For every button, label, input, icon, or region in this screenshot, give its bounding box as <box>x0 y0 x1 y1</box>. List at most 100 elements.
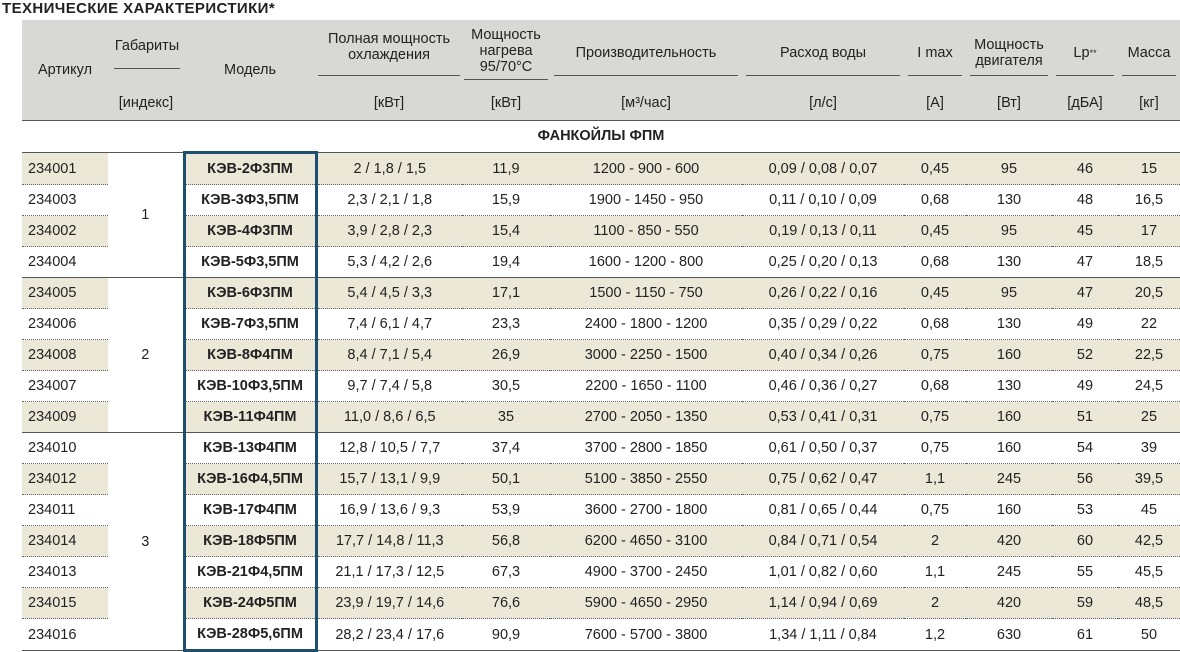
unit-mass: [кг] <box>1118 86 1180 121</box>
cell-motor: 95 <box>966 215 1052 247</box>
cell-model: КЭВ-28Ф5,6ПМ <box>182 618 318 652</box>
table-row: 234004 КЭВ-5Ф3,5ПМ 5,3 / 4,2 / 2,6 19,4 1600… <box>22 246 1180 278</box>
cell-imax: 0,45 <box>904 215 966 247</box>
cell-model: КЭВ-21Ф4,5ПМ <box>182 556 318 588</box>
cell-water: 1,01 / 0,82 / 0,60 <box>742 556 904 588</box>
header-heating-line1: Мощность <box>471 26 541 43</box>
header-heating-line2: нагрева <box>479 42 533 59</box>
cell-mass: 24,5 <box>1118 370 1180 402</box>
cell-motor: 130 <box>966 246 1052 278</box>
cell-airflow: 1600 - 1200 - 800 <box>550 246 742 278</box>
cell-water: 0,35 / 0,29 / 0,22 <box>742 308 904 340</box>
cell-lp: 51 <box>1052 401 1118 433</box>
cell-size-index: 3 <box>108 432 184 651</box>
cell-water: 0,46 / 0,36 / 0,27 <box>742 370 904 402</box>
cell-airflow: 2400 - 1800 - 1200 <box>550 308 742 340</box>
header-airflow-label: Производительность <box>554 31 738 76</box>
unit-motor: [Вт] <box>966 86 1052 121</box>
cell-airflow: 3600 - 2700 - 1800 <box>550 494 742 526</box>
cell-airflow: 3000 - 2250 - 1500 <box>550 339 742 371</box>
cell-motor: 630 <box>966 618 1052 651</box>
cell-airflow: 5100 - 3850 - 2550 <box>550 463 742 495</box>
header-cooling-label: Полная мощность охлаждения <box>318 31 460 76</box>
cell-cooling: 12,8 / 10,5 / 7,7 <box>316 432 462 464</box>
cell-lp: 56 <box>1052 463 1118 495</box>
cell-water: 1,14 / 0,94 / 0,69 <box>742 587 904 619</box>
cell-lp: 45 <box>1052 215 1118 247</box>
table-row: 234001 1 КЭВ-2Ф3ПМ 2 / 1,8 / 1,5 11,9 1200 - … <box>22 151 1180 278</box>
unit-heating: [кВт] <box>462 86 550 121</box>
cell-model: КЭВ-17Ф4ПМ <box>182 494 318 526</box>
cell-airflow: 1500 - 1150 - 750 <box>550 277 742 309</box>
cell-lp: 60 <box>1052 525 1118 557</box>
header-imax-label: I max <box>908 31 962 76</box>
cell-imax: 1,1 <box>904 463 966 495</box>
cell-cooling: 5,4 / 4,5 / 3,3 <box>316 277 462 309</box>
cell-mass: 45,5 <box>1118 556 1180 588</box>
cell-article: 234012 <box>22 463 108 495</box>
cell-motor: 245 <box>966 463 1052 495</box>
cell-airflow: 2700 - 2050 - 1350 <box>550 401 742 433</box>
cell-airflow: 7600 - 5700 - 3800 <box>550 618 742 651</box>
cell-water: 0,25 / 0,20 / 0,13 <box>742 246 904 278</box>
cell-model: КЭВ-6Ф3ПМ <box>182 277 318 309</box>
cell-lp: 52 <box>1052 339 1118 371</box>
cell-article: 234007 <box>22 370 108 402</box>
cell-lp: 55 <box>1052 556 1118 588</box>
cell-article: 234010 <box>22 432 108 464</box>
header-cooling: Полная мощность охлаждения <box>316 20 462 86</box>
header-mass: Масса <box>1118 20 1180 86</box>
unit-lp: [дБА] <box>1052 86 1118 121</box>
cell-model: КЭВ-4Ф3ПМ <box>182 215 318 247</box>
cell-imax: 2 <box>904 525 966 557</box>
cell-article: 234008 <box>22 339 108 371</box>
cell-heating: 53,9 <box>462 494 550 526</box>
cell-article: 234005 <box>22 277 108 309</box>
cell-article: 234002 <box>22 215 108 247</box>
table-row: 234011 КЭВ-17Ф4ПМ 16,9 / 13,6 / 9,3 53,9 360… <box>22 494 1180 526</box>
cell-imax: 0,45 <box>904 277 966 309</box>
cell-mass: 17 <box>1118 215 1180 247</box>
cell-size-index: 2 <box>108 277 184 433</box>
cell-mass: 39 <box>1118 432 1180 464</box>
cell-water: 0,75 / 0,62 / 0,47 <box>742 463 904 495</box>
cell-article: 234004 <box>22 246 108 278</box>
header-water: Расход воды <box>742 20 904 86</box>
cell-article: 234003 <box>22 184 108 216</box>
unit-size: [индекс] <box>108 86 184 121</box>
cell-model: КЭВ-10Ф3,5ПМ <box>182 370 318 402</box>
cell-imax: 0,68 <box>904 308 966 340</box>
cell-heating: 37,4 <box>462 432 550 464</box>
cell-water: 0,19 / 0,13 / 0,11 <box>742 215 904 247</box>
cell-water: 0,53 / 0,41 / 0,31 <box>742 401 904 433</box>
header-airflow: Производительность <box>550 20 742 86</box>
cell-lp: 47 <box>1052 246 1118 278</box>
cell-article: 234001 <box>22 152 108 185</box>
cell-motor: 95 <box>966 277 1052 309</box>
cell-airflow: 3700 - 2800 - 1850 <box>550 432 742 464</box>
cell-article: 234013 <box>22 556 108 588</box>
table-body: 234001 1 КЭВ-2Ф3ПМ 2 / 1,8 / 1,5 11,9 1200 - … <box>22 151 1180 652</box>
cell-heating: 90,9 <box>462 618 550 651</box>
cell-imax: 0,68 <box>904 246 966 278</box>
cell-cooling: 2 / 1,8 / 1,5 <box>316 152 462 185</box>
cell-model: КЭВ-5Ф3,5ПМ <box>182 246 318 278</box>
cell-heating: 35 <box>462 401 550 433</box>
table-row: 234005 2 КЭВ-6Ф3ПМ 5,4 / 4,5 / 3,3 17,1 1500 … <box>22 277 1180 433</box>
cell-heating: 76,6 <box>462 587 550 619</box>
unit-imax: [А] <box>904 86 966 121</box>
cell-mass: 18,5 <box>1118 246 1180 278</box>
cell-lp: 49 <box>1052 308 1118 340</box>
table-row: 234014 КЭВ-18Ф5ПМ 17,7 / 14,8 / 11,3 56,8 62… <box>22 525 1180 557</box>
cell-airflow: 1200 - 900 - 600 <box>550 152 742 185</box>
cell-mass: 16,5 <box>1118 184 1180 216</box>
table-row: 234002 КЭВ-4Ф3ПМ 3,9 / 2,8 / 2,3 15,4 1100 -… <box>22 215 1180 247</box>
cell-lp: 53 <box>1052 494 1118 526</box>
cell-model: КЭВ-24Ф5ПМ <box>182 587 318 619</box>
cell-model: КЭВ-16Ф4,5ПМ <box>182 463 318 495</box>
cell-imax: 2 <box>904 587 966 619</box>
cell-heating: 26,9 <box>462 339 550 371</box>
cell-imax: 1,1 <box>904 556 966 588</box>
cell-cooling: 3,9 / 2,8 / 2,3 <box>316 215 462 247</box>
table-row: 234007 КЭВ-10Ф3,5ПМ 9,7 / 7,4 / 5,8 30,5 220… <box>22 370 1180 402</box>
